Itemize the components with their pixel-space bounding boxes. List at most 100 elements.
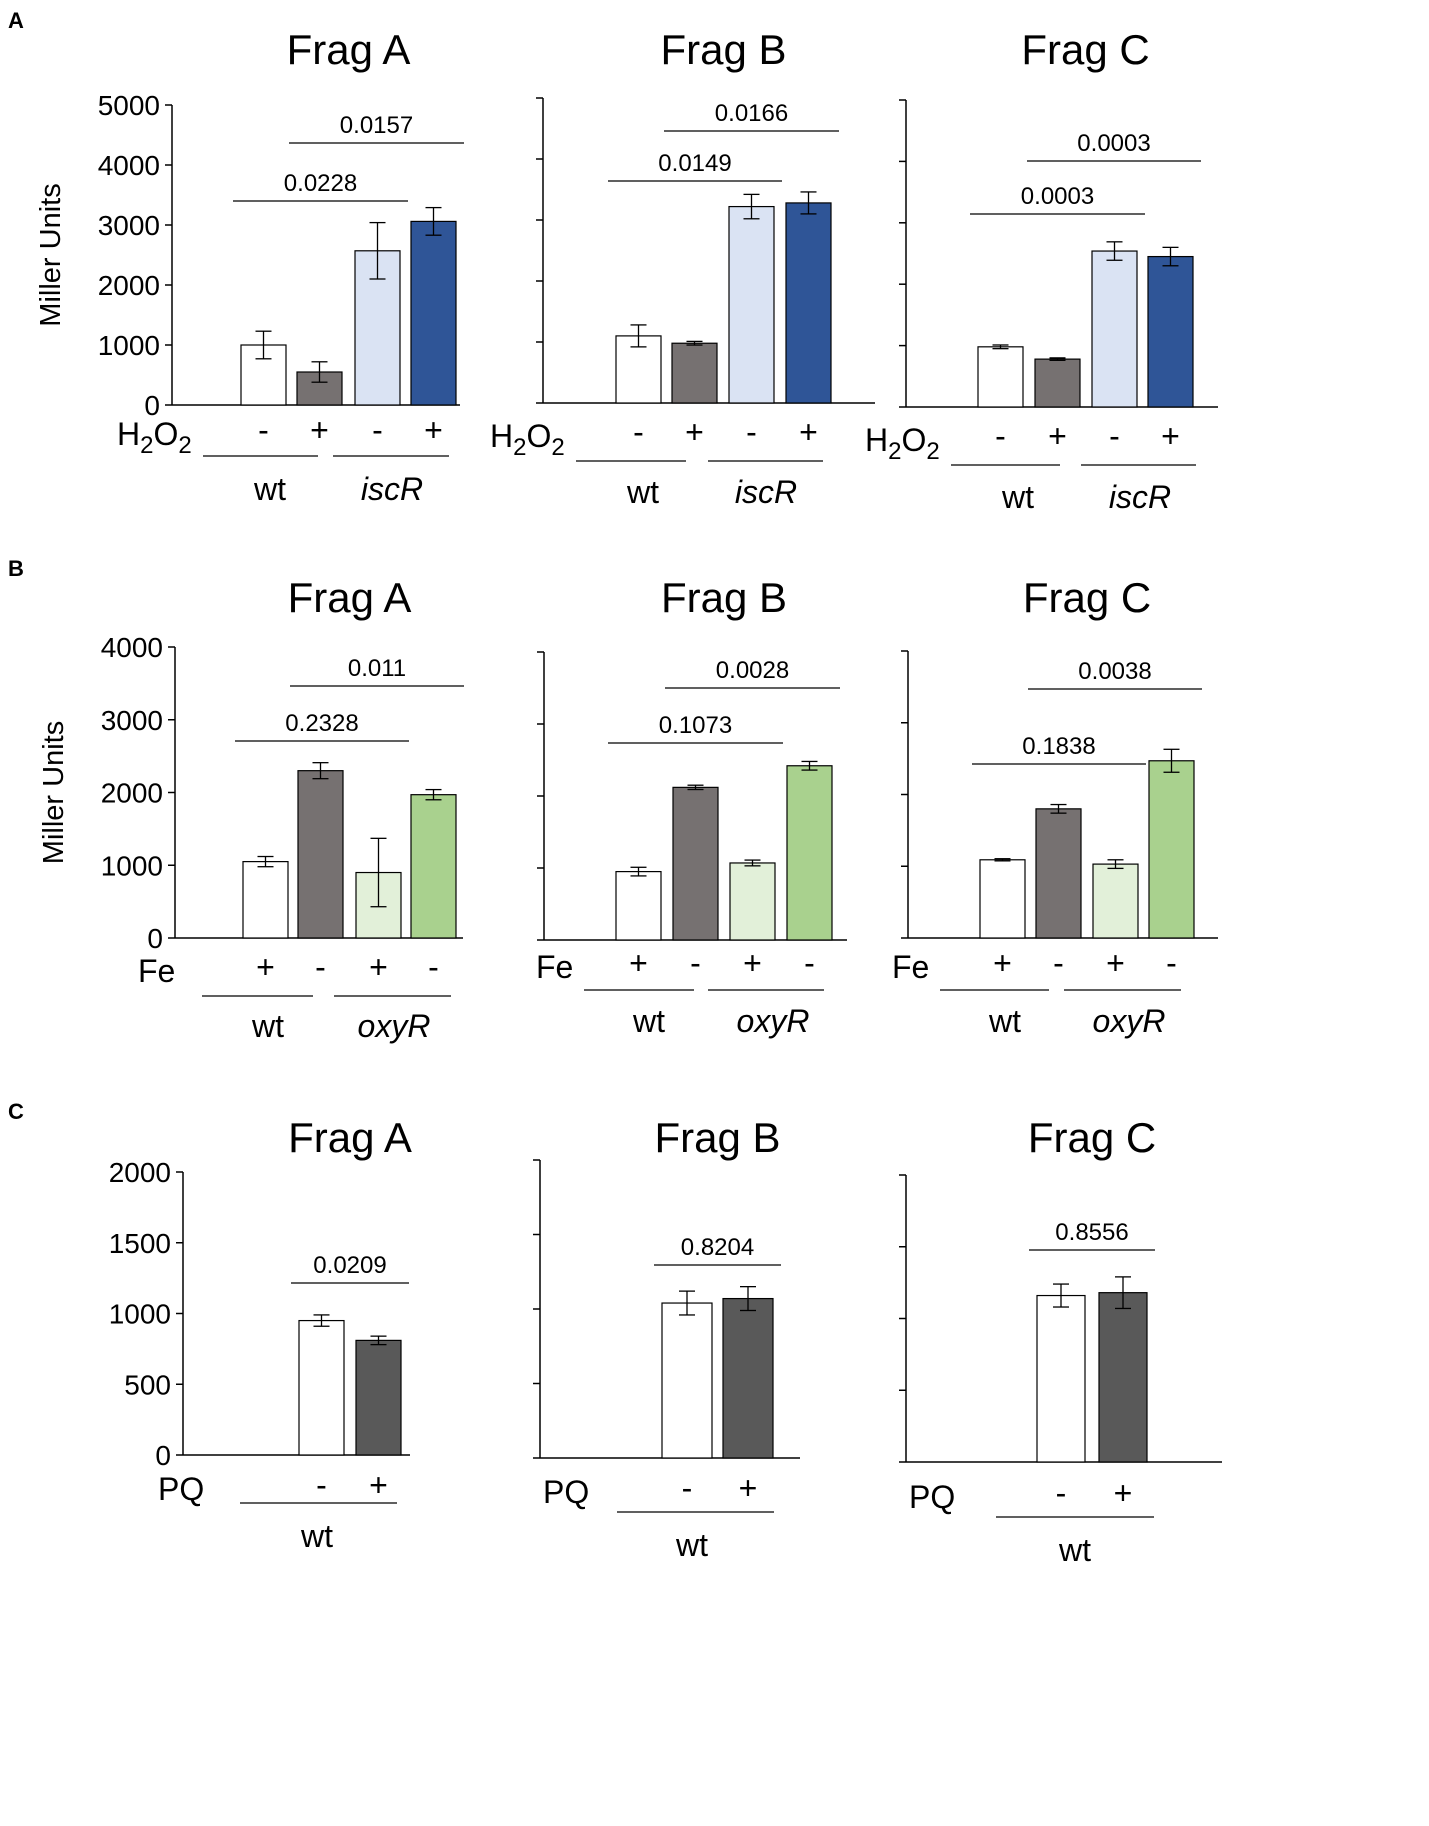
condition-row-chart-6: Fe + - + -wt oxyR [892, 945, 1181, 1039]
condition-row-chart-3: H2O2- + - +wt iscR [865, 418, 1196, 515]
bar-iscRminus- [728, 205, 775, 404]
y-tick-label: 3000 [101, 705, 163, 736]
condition-row-chart-2: H2O2- + - +wt iscR [490, 414, 823, 510]
treatment-sign: - [258, 412, 269, 448]
treatment-sign: + [424, 412, 443, 448]
treatment-sign: + [685, 414, 704, 450]
y-axis-label: Miller Units [35, 183, 67, 326]
chart-c-frag-c: Frag C 0.8556 [899, 1114, 1222, 1463]
y-tick-label: 1000 [98, 330, 160, 361]
treatment-sign: + [739, 1470, 758, 1506]
treatment-sign: + [310, 412, 329, 448]
y-tick-label: 1000 [101, 850, 163, 881]
treatment-sign: - [690, 945, 701, 981]
condition-row-chart-8: PQ - + wt [543, 1470, 774, 1563]
y-tick-label: 2000 [98, 270, 160, 301]
treatment-sign: - [1056, 1475, 1067, 1511]
condition-label: H2O2 [490, 418, 565, 461]
bar-oxyRminus- [786, 765, 833, 941]
genotype-label: iscR [1109, 479, 1171, 515]
treatment-sign: - [633, 414, 644, 450]
p-value-label: 0.0038 [1078, 658, 1151, 685]
y-tick-label: 2000 [109, 1157, 171, 1188]
genotype-label: wt [626, 474, 659, 510]
chart-title: Frag B [660, 26, 786, 73]
chart-b-frag-b: Frag B 0.1073 0.0028 [537, 574, 847, 941]
genotype-label: wt [251, 1008, 284, 1044]
p-value-label: 0.2328 [285, 710, 358, 737]
p-value-label: 0.0209 [313, 1252, 386, 1279]
condition-label: Fe [892, 949, 929, 985]
treatment-sign: + [629, 945, 648, 981]
chart-title: Frag B [661, 574, 787, 621]
genotype-label: wt [1058, 1532, 1091, 1568]
bar-oxyRminus- [1148, 760, 1195, 939]
y-axis-label: Miller Units [38, 721, 70, 864]
condition-row-chart-4: Fe + - + -wt oxyR [138, 949, 451, 1044]
genotype-label: wt [1001, 479, 1034, 515]
bar-iscRminusplus [1147, 255, 1194, 408]
bar-wtminusplus [1034, 358, 1081, 408]
condition-o: O [526, 418, 551, 454]
bar-wtminusplus [615, 870, 662, 941]
chart-title: Frag C [1023, 574, 1151, 621]
p-value-label: 0.1073 [659, 712, 732, 739]
treatment-sign: + [1161, 418, 1180, 454]
genotype-label: wt [300, 1518, 333, 1554]
condition-label: Fe [536, 949, 573, 985]
y-tick-label: 4000 [98, 150, 160, 181]
chart-title: Frag A [287, 26, 411, 73]
genotype-label: iscR [361, 471, 423, 507]
condition-sub: 2 [888, 438, 901, 465]
y-tick-label: 4000 [101, 632, 163, 663]
y-tick-label: 5000 [98, 90, 160, 121]
p-value-label: 0.0149 [658, 150, 731, 177]
bar-iscRminus- [1091, 250, 1138, 408]
bar-wtminus- [1036, 1294, 1086, 1463]
treatment-sign: - [315, 949, 326, 985]
bar-wtminus- [977, 346, 1024, 408]
condition-h: H [490, 418, 513, 454]
condition-o: O [901, 422, 926, 458]
condition-h: H [865, 422, 888, 458]
condition-sub: 2 [926, 438, 939, 465]
treatment-sign: - [1109, 418, 1120, 454]
condition-label: PQ [543, 1474, 589, 1510]
panel-letter-a: A [8, 8, 24, 33]
p-value-label: 0.0003 [1021, 183, 1094, 210]
treatment-sign: - [995, 418, 1006, 454]
condition-label: H2O2 [865, 422, 940, 465]
bar-wtminus- [297, 770, 344, 939]
condition-label: Fe [138, 953, 175, 989]
bar-iscRminusplus [410, 220, 457, 406]
genotype-label: oxyR [1093, 1003, 1166, 1039]
condition-h: H [117, 416, 140, 452]
treatment-sign: + [799, 414, 818, 450]
panel-letter-b: B [8, 556, 24, 581]
bar-wtminus- [661, 1302, 713, 1459]
y-tick-label: 1500 [109, 1228, 171, 1259]
chart-a-frag-b: Frag B 0.0149 0.0166 [536, 26, 875, 404]
treatment-sign: + [1106, 945, 1125, 981]
condition-label: PQ [158, 1471, 204, 1507]
treatment-sign: - [428, 949, 439, 985]
y-tick-label: 3000 [98, 210, 160, 241]
treatment-sign: - [746, 414, 757, 450]
p-value-label: 0.0166 [715, 100, 788, 127]
bar-wtminusplus [355, 1339, 402, 1456]
bar-wtminusplus [242, 861, 289, 939]
panel-letter-c: C [8, 1099, 24, 1124]
p-value-label: 0.1838 [1022, 733, 1095, 760]
treatment-sign: - [804, 945, 815, 981]
treatment-sign: + [743, 945, 762, 981]
condition-sub: 2 [140, 432, 153, 459]
genotype-label: iscR [735, 474, 797, 510]
bar-wtminusplus [1098, 1292, 1148, 1463]
p-value-label: 0.0157 [340, 112, 413, 139]
p-value-label: 0.0228 [284, 170, 357, 197]
chart-b-frag-c: Frag C 0.1838 0.0038 [901, 574, 1218, 939]
bar-oxyRminusplus [729, 862, 776, 941]
condition-sub: 2 [551, 434, 564, 461]
